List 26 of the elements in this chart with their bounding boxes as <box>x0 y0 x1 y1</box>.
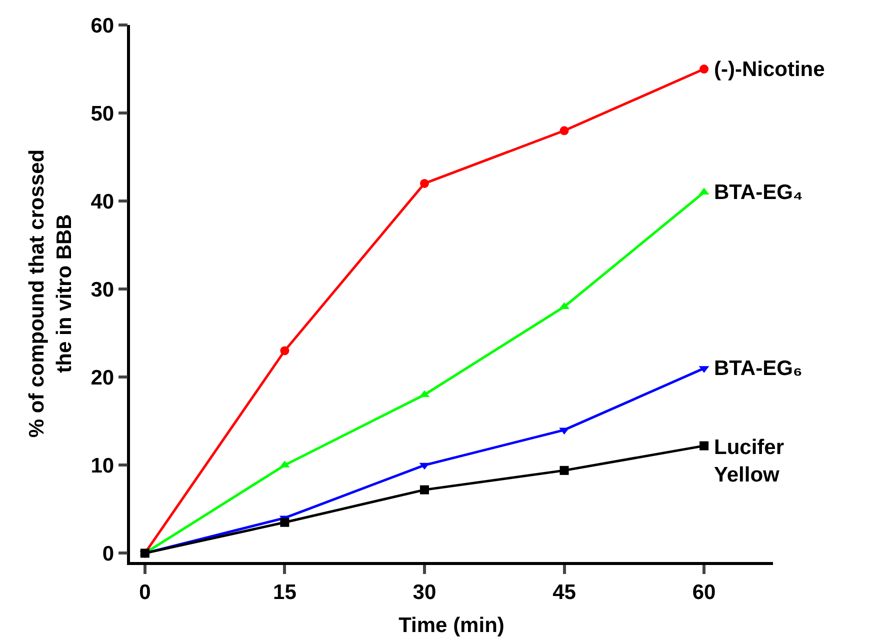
y-tick-label: 10 <box>90 454 114 478</box>
y-tick-label: 0 <box>102 542 114 566</box>
series-label: Lucifer Yellow <box>714 436 784 486</box>
point <box>560 466 569 475</box>
y-axis-title: % of compound that crossed the in vitro BBB <box>26 149 76 438</box>
x-tick-label: 0 <box>139 580 151 604</box>
point <box>420 178 429 188</box>
x-tick-label: 30 <box>412 580 436 604</box>
x-tick-label: 15 <box>273 580 297 604</box>
x-tick-label: 60 <box>692 580 716 604</box>
point <box>280 518 290 527</box>
series-label: BTA-EG₆ <box>714 357 802 380</box>
y-tick-label: 40 <box>90 190 114 214</box>
y-tick-label: 30 <box>90 278 114 302</box>
point <box>280 346 290 356</box>
x-tick-label: 45 <box>552 580 576 604</box>
x-axis-title: Time (min) <box>398 614 504 637</box>
y-tick-label: 60 <box>90 14 114 38</box>
series-label: (-)-Nicotine <box>714 58 825 81</box>
y-tick-label: 20 <box>90 366 114 390</box>
point <box>560 126 569 136</box>
point <box>700 441 709 450</box>
series-label: BTA-EG₄ <box>714 181 803 204</box>
y-tick-label: 50 <box>90 102 114 126</box>
point <box>700 64 709 74</box>
point <box>420 485 429 494</box>
